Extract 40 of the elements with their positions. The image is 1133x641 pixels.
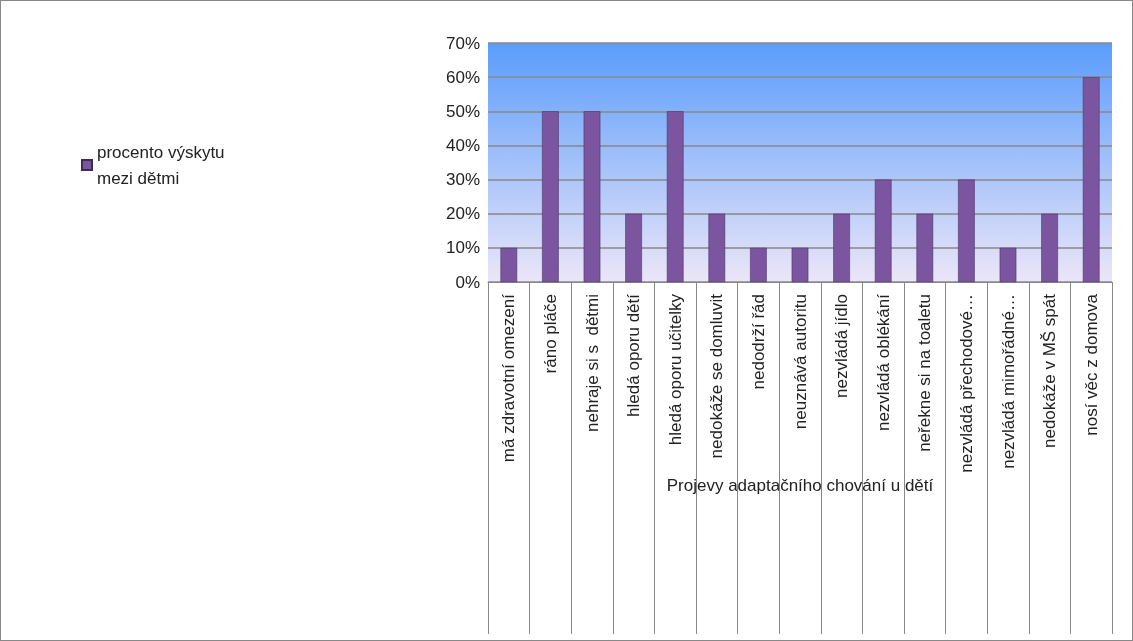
x-tick-label: nosí věc z domova [1081,293,1101,436]
x-tick-label: nezvládá jídlo [832,294,852,398]
bar [708,213,726,282]
x-tick-label: neuznává autoritu [790,294,810,430]
y-tick-label: 50% [445,101,480,121]
y-tick-label: 20% [445,204,480,224]
x-tick-label: neřekne si na toaletu [915,294,935,452]
y-tick-label: 60% [445,67,480,87]
x-tick-label: má zdravotní omezení [499,293,519,463]
bar [500,247,518,282]
x-tick-label: hledá oporu učitelky [665,293,685,446]
bar [999,247,1017,282]
y-tick-label: 70% [445,33,480,53]
y-tick-label: 30% [445,170,480,190]
bar [1041,213,1058,282]
bar [1082,77,1100,282]
y-tick-label: 0% [455,272,480,292]
legend-label: procento výskytu mezi dětmi [97,142,230,188]
x-tick-label: nezvládá přechodové… [956,294,976,473]
bar [666,111,684,282]
bar [625,213,642,282]
y-tick-label: 40% [445,135,480,155]
x-tick-label: hledá oporu dětí [624,293,644,417]
bar [833,213,850,282]
x-tick-label: nezvládá mimořádné… [998,294,1018,469]
x-tick-label: nedokáže v MŠ spát [1040,293,1060,449]
x-tick-label: nedodrží řád [748,294,768,390]
bar [750,247,767,282]
bar [916,213,934,282]
x-tick-label: ráno pláče [540,294,560,374]
bar [791,247,809,282]
bar [583,111,601,282]
x-axis-title: Projevy adaptačního chování u dětí [666,475,934,495]
x-tick-label: nezvládá oblékání [873,293,893,432]
x-tick-label: nehraje si s dětmi [582,294,602,432]
bar [874,179,892,282]
bar [958,179,975,282]
x-tick-label: nedokáže se domluvit [707,293,727,459]
bar [542,111,559,282]
y-tick-label: 10% [445,238,480,258]
